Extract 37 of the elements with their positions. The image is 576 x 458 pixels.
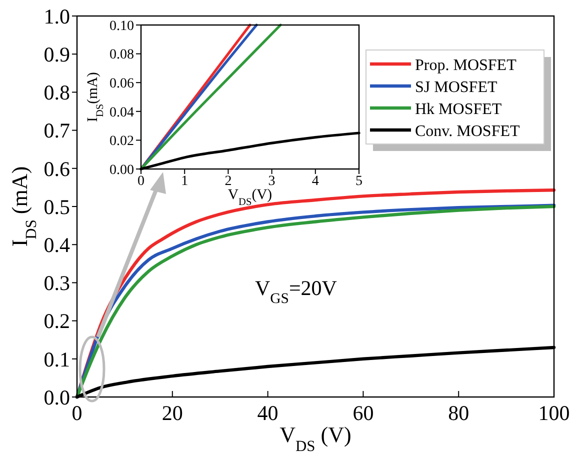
- y-tick-label: 0.3: [44, 271, 70, 296]
- legend-label: Hk MOSFET: [415, 101, 502, 118]
- y-tick-label: 0.6: [44, 156, 70, 181]
- x-axis-title: V$_{DS}$ (V): [280, 422, 352, 455]
- legend-label: Prop. MOSFET: [415, 57, 517, 74]
- y-tick-label: 0.4: [44, 232, 70, 257]
- legend-label: SJ MOSFET: [415, 79, 498, 96]
- y-tick-label: 0.2: [44, 309, 70, 334]
- x-tick-label: 20: [162, 401, 183, 425]
- y-tick-label: 0.5: [44, 194, 70, 219]
- x-tick-label: 0: [72, 401, 82, 425]
- x-tick-label: 100: [538, 401, 570, 425]
- x-tick-label: 5: [356, 174, 362, 189]
- x-axis-title: V$_{DS}$(V): [228, 187, 272, 208]
- y-tick-label: 0.00: [110, 162, 134, 178]
- y-tick-label: 0.02: [110, 134, 134, 150]
- line-series: [140, 24, 282, 170]
- y-tick-label: 1.0: [44, 4, 70, 28]
- annotation: V$_{GS}$=20V: [255, 276, 337, 307]
- y-tick-label: 0.8: [44, 80, 70, 105]
- y-tick-label: 0.04: [110, 105, 134, 120]
- y-tick-label: 0.1: [44, 347, 70, 372]
- y-tick-label: 0.9: [44, 42, 70, 66]
- y-tick-label: 0.08: [110, 48, 134, 63]
- y-tick-label: 0.7: [44, 118, 70, 143]
- x-tick-label: 1: [181, 174, 188, 189]
- legend-label: Conv. MOSFET: [415, 123, 520, 140]
- y-tick-label: 0.10: [110, 18, 134, 34]
- x-tick-label: 60: [352, 401, 374, 425]
- x-tick-label: 4: [312, 174, 319, 189]
- x-tick-label: 80: [448, 401, 470, 425]
- x-tick-label: 0: [138, 174, 144, 189]
- x-tick-label: 3: [268, 174, 276, 189]
- x-tick-label: 2: [224, 174, 232, 189]
- x-tick-label: 40: [257, 401, 278, 425]
- y-tick-label: 0.06: [110, 76, 134, 92]
- y-tick-label: 0.0: [44, 385, 70, 410]
